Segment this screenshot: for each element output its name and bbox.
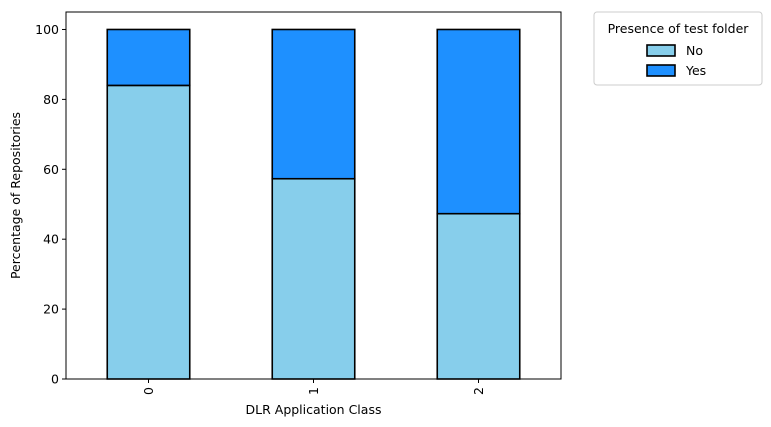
y-tick-label: 100 <box>35 22 59 37</box>
y-tick-label: 60 <box>43 162 59 177</box>
x-tick-label: 0 <box>141 387 156 395</box>
y-tick-label: 0 <box>51 372 59 387</box>
y-axis: 0 20 40 60 80 100 <box>35 22 66 387</box>
legend-label-yes: Yes <box>685 63 706 78</box>
y-tick-label: 20 <box>43 302 59 317</box>
x-axis: 0 1 2 <box>141 379 486 395</box>
bar-yes-1 <box>271 28 356 180</box>
legend-items: No Yes <box>646 43 706 78</box>
y-tick-label: 80 <box>43 92 59 107</box>
legend-label-no: No <box>686 43 703 58</box>
y-tick-label: 40 <box>43 232 59 247</box>
legend: Presence of test folder No Yes <box>593 11 763 86</box>
x-axis-label: DLR Application Class <box>246 402 382 417</box>
x-tick-label: 2 <box>471 387 486 395</box>
legend-swatch-yes <box>646 64 676 77</box>
y-axis-label: Percentage of Repositories <box>8 112 23 279</box>
bar-yes-0 <box>106 28 191 87</box>
x-tick-label: 1 <box>306 387 321 395</box>
legend-title: Presence of test folder <box>608 21 750 36</box>
bar-no-1 <box>271 177 356 380</box>
bar-no-0 <box>106 84 191 380</box>
bars-group <box>106 28 521 380</box>
bar-yes-2 <box>436 28 521 215</box>
bar-no-2 <box>436 212 521 380</box>
legend-box <box>593 11 763 86</box>
legend-swatch-no <box>646 44 676 57</box>
